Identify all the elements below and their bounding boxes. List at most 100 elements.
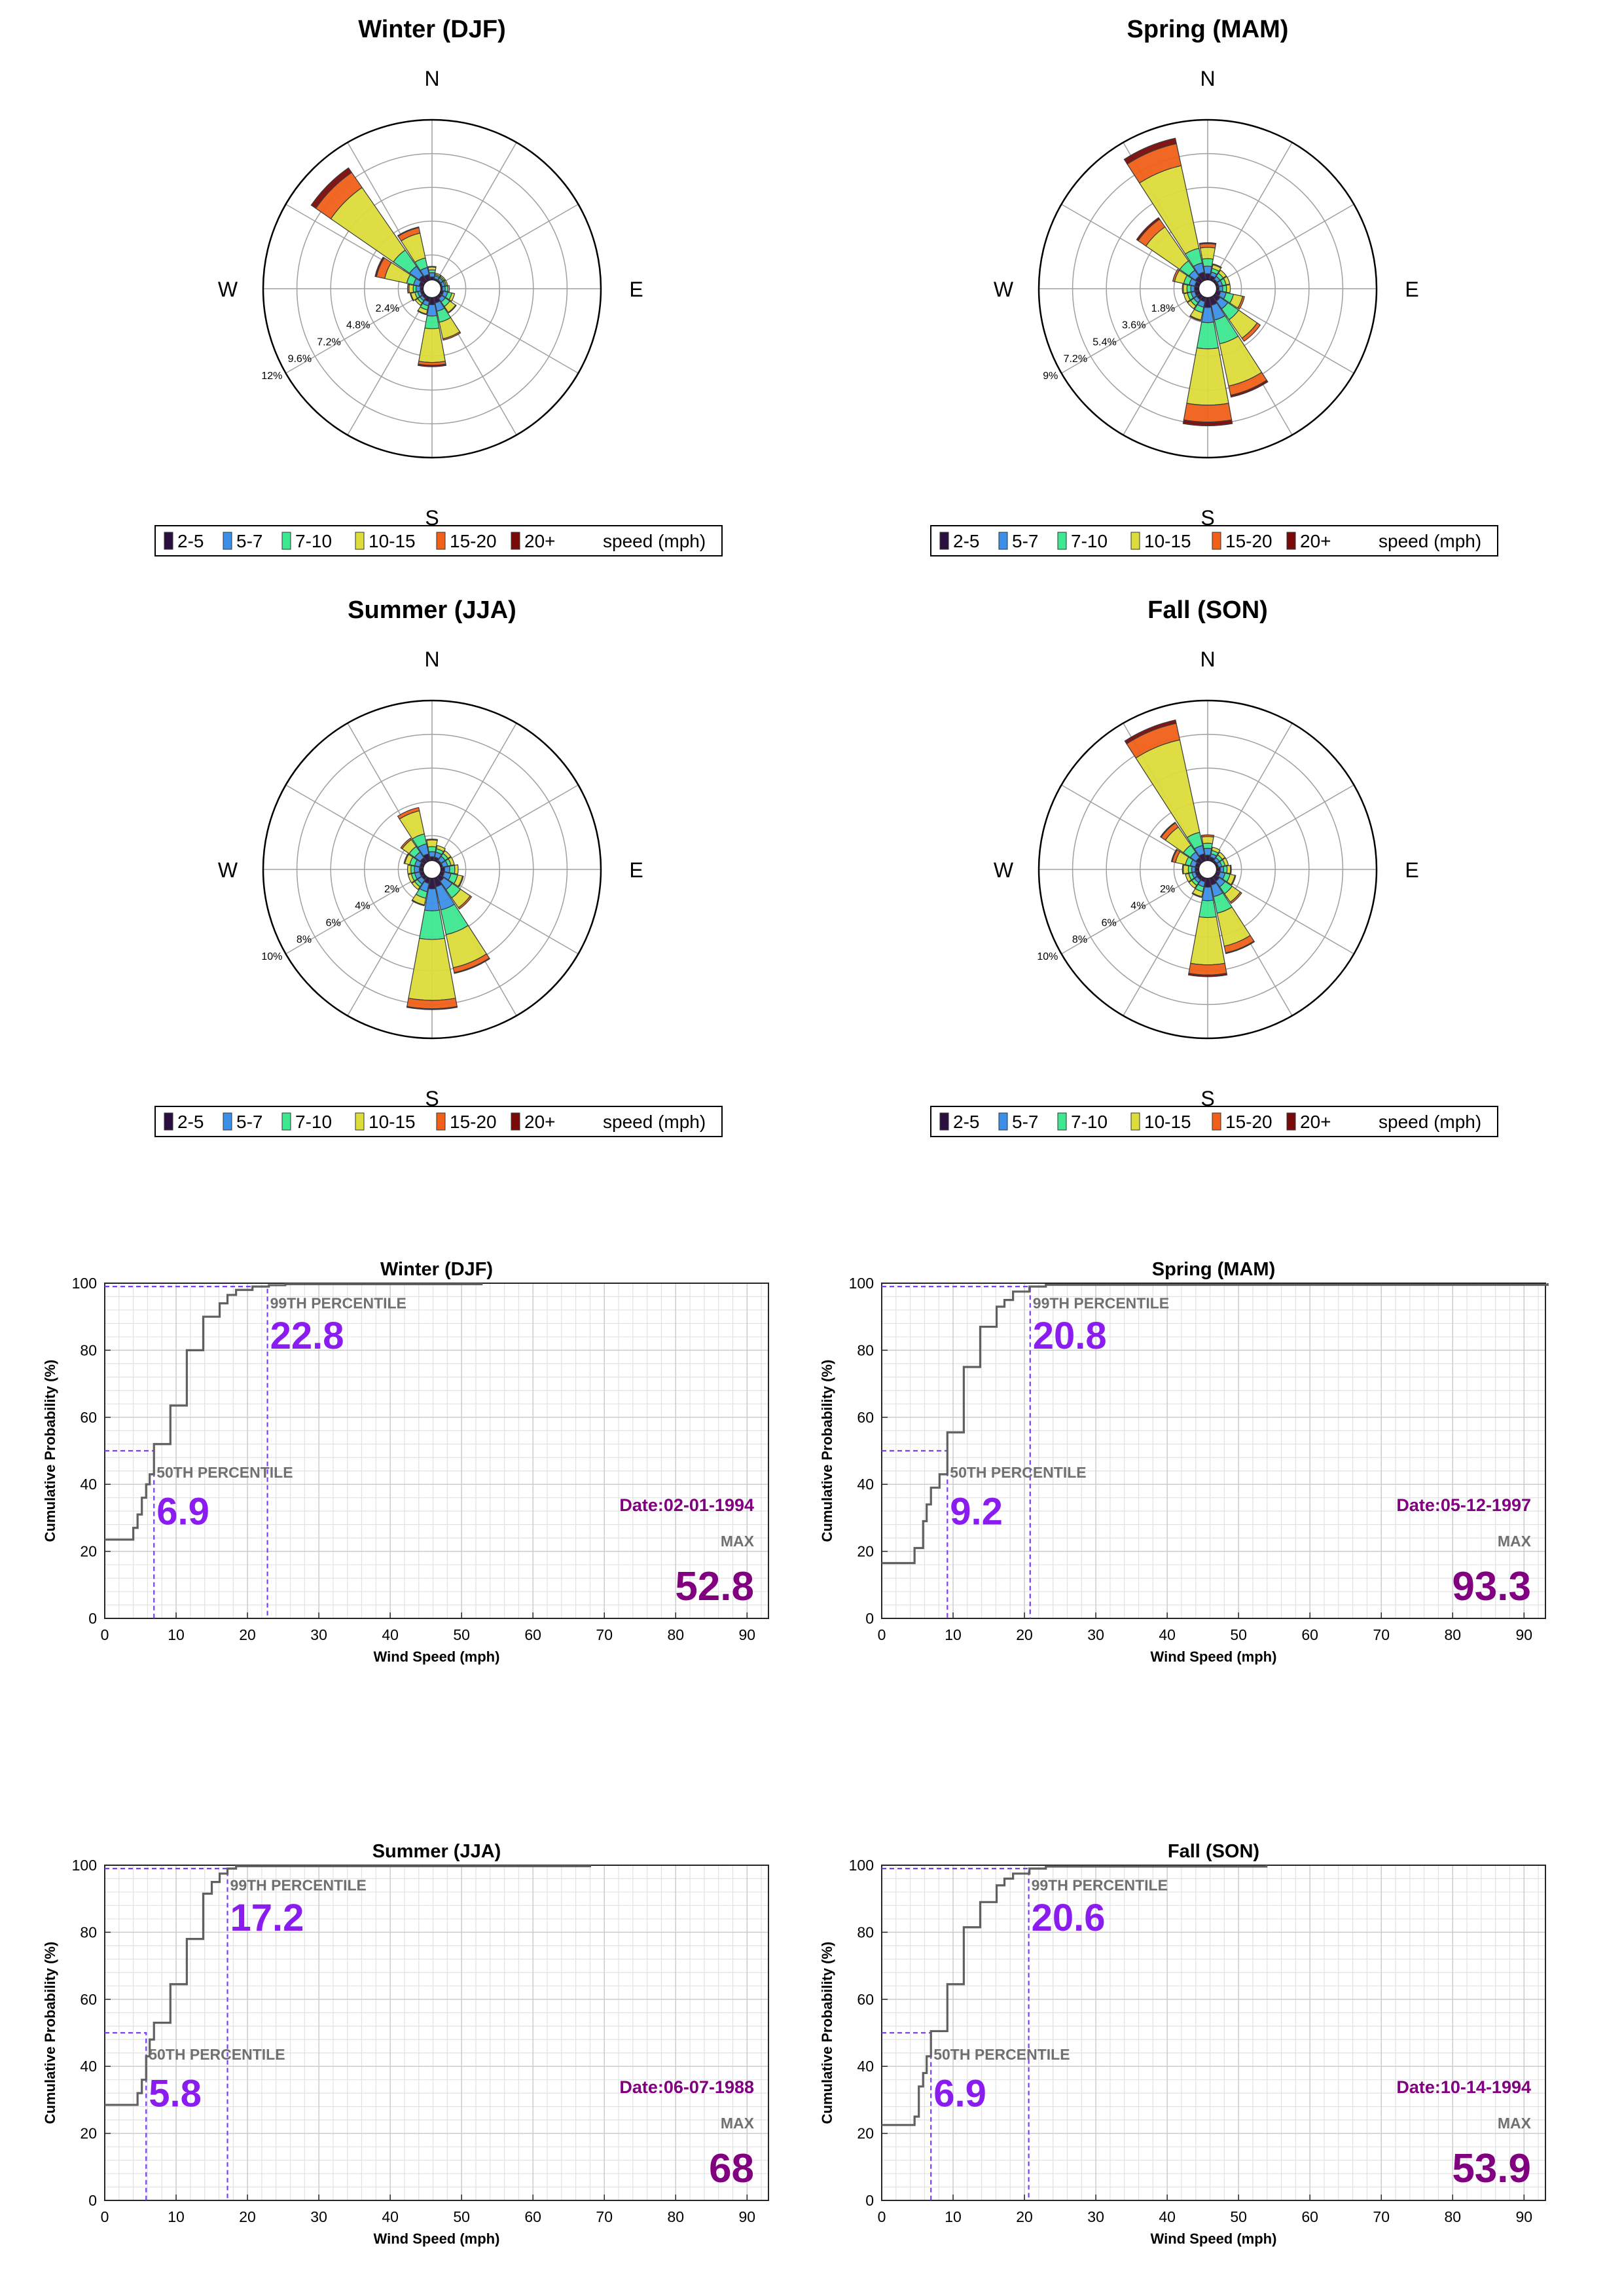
legend-entry: 5-7 [236,1112,262,1132]
direction-label: W [994,858,1014,882]
p99-value: 20.6 [1032,1897,1106,1939]
legend-swatch [164,532,173,550]
ring-label: 8% [297,934,312,945]
petal-segment [444,866,450,873]
x-tick-label: 80 [1444,1626,1461,1643]
cdf-line [882,1865,1268,2126]
max-date: Date:10-14-1994 [1396,2077,1531,2097]
petal-segment [417,310,427,316]
x-tick-label: 90 [1515,2208,1532,2225]
x-axis-label: Wind Speed (mph) [374,2231,500,2247]
legend-swatch [223,1112,232,1131]
windrose-3: Fall (SON) 2% 4% 6% 8% 10% N E S W 2-5 5-7 7-10 10-15… [930,596,1498,1137]
legend-entry: 10-15 [369,1112,416,1132]
x-tick-label: 20 [1016,1626,1033,1643]
plot-title: Winter (DJF) [380,1259,493,1280]
petal-segment [1203,265,1212,274]
max-label: MAX [1498,2115,1532,2132]
ring-label: 6% [1102,917,1117,928]
petal-segment [1188,880,1197,889]
legend-entry: 2-5 [177,531,204,551]
petal-segment [1190,285,1195,293]
petal-segment [442,850,452,859]
petal-segment [428,851,436,858]
petal-segment [426,839,438,848]
ring-label: 4% [355,901,370,912]
cdf-plot-1: 0 10 20 30 40 50 60 70 80 90 0 20 40 60 80 100 Spring (M… [819,1259,1549,1665]
petal-segment [417,363,447,367]
y-tick-label: 20 [857,2125,874,2142]
petal-segment [1187,972,1228,977]
x-tick-label: 40 [1159,1626,1176,1643]
x-tick-label: 20 [1016,2208,1033,2225]
petal-segment [1199,242,1217,245]
y-tick-label: 0 [865,1610,874,1627]
petal-segment [1191,866,1196,873]
x-tick-label: 50 [1230,1626,1247,1643]
petal-segment [425,838,439,841]
legend-title: speed (mph) [603,531,706,551]
petal-segment [1183,403,1233,423]
petal-segment [1229,891,1242,904]
legend-swatch [1212,1112,1221,1131]
y-tick-label: 100 [72,1857,97,1874]
x-tick-label: 20 [239,1626,256,1643]
p99-value: 17.2 [230,1897,304,1939]
petal-segment [1202,843,1213,849]
x-tick-label: 40 [382,2208,399,2225]
petal-segment [448,292,456,302]
y-tick-label: 80 [857,1341,874,1358]
direction-label: E [1405,858,1418,882]
petal-segment [436,845,446,852]
y-tick-label: 60 [80,1991,97,2008]
x-tick-label: 0 [878,2208,886,2225]
rose-center [1198,860,1218,879]
legend-entry: 20+ [524,1112,556,1132]
petal-segment [1217,851,1226,860]
legend-swatch [1212,532,1221,550]
x-tick-label: 70 [1373,2208,1390,2225]
rose-legend: 2-5 5-7 7-10 10-15 15-20 20+ speed (mph) [930,525,1498,556]
x-tick-label: 10 [168,2208,185,2225]
legend-swatch [281,532,291,550]
y-axis-label: Cumulative Probability (%) [42,1360,58,1542]
x-tick-label: 80 [667,1626,684,1643]
rose-title: Winter (DJF) [358,16,506,43]
p99-label: 99TH PERCENTILE [1032,1876,1168,1893]
x-tick-label: 30 [1087,2208,1104,2225]
x-tick-label: 80 [1444,2208,1461,2225]
petal-segment [1183,292,1191,303]
petal-segment [1191,892,1202,898]
petal-segment [447,285,450,293]
petal-segment [458,875,464,888]
max-date: Date:05-12-1997 [1396,1495,1531,1515]
y-tick-label: 20 [80,1543,97,1560]
petal-segment [407,873,415,884]
petal-segment [1182,283,1188,294]
ring-label: 7.2% [317,337,340,348]
y-tick-label: 20 [857,1543,874,1560]
direction-label: E [629,858,643,882]
rose-center [1198,279,1218,299]
max-date: Date:06-07-1988 [619,2077,754,2097]
max-value: 93.3 [1452,1564,1531,1609]
direction-label: N [424,647,439,671]
y-tick-label: 80 [857,1923,874,1941]
legend-swatch [998,1112,1008,1131]
petal-segment [1237,295,1245,310]
x-tick-label: 90 [1515,1626,1532,1643]
x-tick-label: 0 [101,1626,109,1643]
legend-swatch [1130,1112,1140,1131]
x-tick-label: 60 [1301,1626,1318,1643]
legend-entry: 15-20 [1225,1112,1272,1132]
x-tick-label: 10 [945,1626,962,1643]
x-tick-label: 60 [524,2208,541,2225]
petal-segment [310,167,353,210]
direction-label: W [218,278,238,301]
ring-label: 8% [1072,934,1087,945]
max-value: 53.9 [1452,2146,1531,2191]
p50-value: 9.2 [950,1491,1003,1533]
x-tick-label: 70 [596,2208,613,2225]
max-label: MAX [1498,1533,1532,1550]
y-tick-label: 80 [80,1923,97,1941]
